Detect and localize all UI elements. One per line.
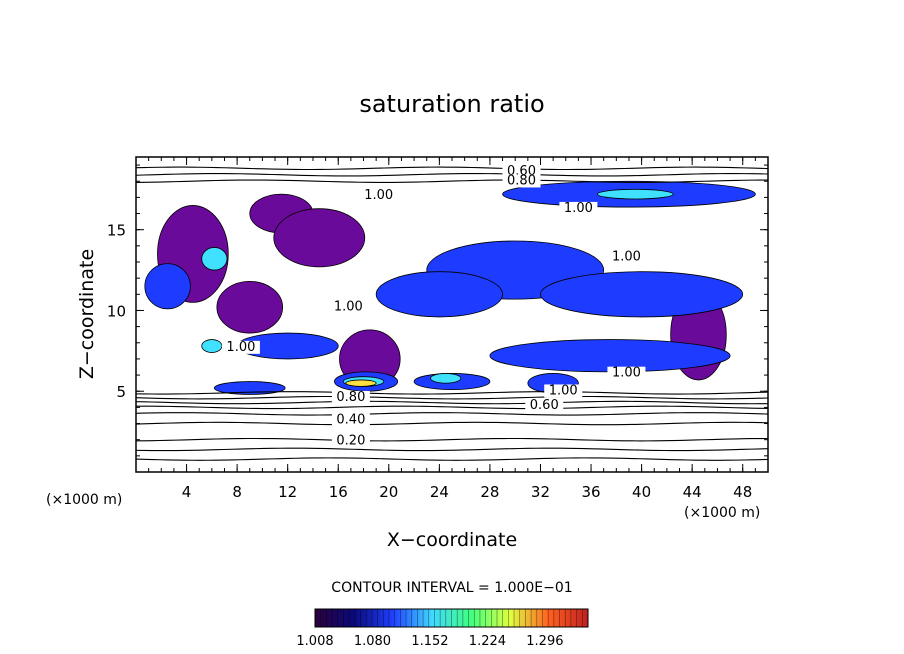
contour-label-bg [331,390,370,404]
colorbar-label: 1.296 [526,634,563,649]
x-tick-label: 44 [683,483,702,501]
x-axis: 4 8 12 16 20 24 28 32 36 40 44 48 [148,157,756,501]
supersaturated-regions [144,180,756,395]
contour-lines [136,166,768,461]
region-low-3 [273,208,366,268]
contour-label: 1.00 [564,201,593,216]
contour-label: 0.40 [336,413,365,428]
x-tick-label: 36 [581,483,600,501]
contour-label-bg [525,399,564,412]
x-tick-label: 16 [329,483,348,501]
contour-label: 1.00 [334,299,363,314]
colorbar-label: 1.224 [469,634,506,649]
contour-line [136,395,768,400]
colorbar-label: 1.008 [296,634,333,649]
x-tick-label: 24 [430,483,449,501]
x-tick-label: 8 [232,483,242,501]
contour-label: 0.60 [530,398,559,413]
region-high-17 [201,247,228,271]
region-peak-22 [345,379,377,387]
x-unit-left: (×1000 m) [46,492,122,508]
contour-line [136,166,768,171]
x-tick-label: 4 [182,483,192,501]
colorbar-label: 1.080 [354,634,391,649]
y-tick-label: 10 [107,302,126,320]
x-tick-label: 12 [278,483,297,501]
contour-line [136,437,768,442]
contour-line [136,391,768,395]
chart-title: saturation ratio [359,90,544,118]
colorbar-ticks [320,609,583,627]
contour-label: 1.00 [549,383,578,398]
contour-label: 1.00 [226,340,255,355]
colorbar: 1.008 1.080 1.152 1.224 1.296 [296,608,589,649]
x-axis-label: X−coordinate [387,529,517,551]
contour-line [136,457,768,461]
contour-labels: 0.60 0.80 1.00 1.00 1.00 1.00 1.00 1.00 1.00 0.80… [221,164,646,449]
x-tick-label: 32 [531,483,550,501]
contour-label-bg [331,434,370,448]
contour-label: 1.00 [612,249,641,264]
contour-label: 0.80 [336,390,365,405]
colorbar-labels: 1.008 1.080 1.152 1.224 1.296 [296,634,563,649]
y-axis: 5 10 15 [107,164,768,457]
y-tick-label: 5 [116,383,126,401]
region-high-19 [430,373,462,384]
x-tick-label: 48 [733,483,752,501]
x-tick-label: 20 [379,483,398,501]
y-axis-label: Z−coordinate [76,249,98,379]
region-mid-15 [213,381,286,395]
contour-label-bg [607,366,646,380]
contour-interval-text: CONTOUR INTERVAL = 1.000E−01 [331,580,572,596]
contour-label: 1.00 [612,366,641,381]
x-tick-label: 40 [632,483,651,501]
colorbar-label: 1.152 [411,634,448,649]
region-high-21 [201,339,223,353]
contour-label-bg [331,413,370,427]
contour-label: 1.00 [364,188,393,203]
contour-line [136,179,768,183]
contour-label-bg [359,189,398,202]
contour-label: 0.80 [507,173,536,188]
y-tick-label: 15 [107,222,126,240]
x-unit-right: (×1000 m) [684,505,760,521]
contour-line [136,421,768,426]
contour-label-bg [502,174,541,188]
contour-line [136,405,768,410]
contour-label-bg [559,201,598,215]
region-mid-6 [144,263,191,310]
contour-line [136,173,768,177]
contour-label-bg [544,384,583,398]
x-tick-label: 28 [480,483,499,501]
contour-label: 0.20 [336,434,365,449]
contour-line [136,400,768,405]
contour-line [136,412,768,416]
contour-line [136,447,768,452]
region-low-2 [216,280,284,334]
region-mid-8 [540,271,744,318]
contour-label-bg [329,300,368,314]
region-high-20 [596,188,674,200]
contour-label-bg [221,340,260,354]
plot-area: 0.60 0.80 1.00 1.00 1.00 1.00 1.00 1.00 1.00 0.80… [136,157,768,472]
contour-label-bg [607,250,646,264]
region-mid-9 [375,271,503,318]
